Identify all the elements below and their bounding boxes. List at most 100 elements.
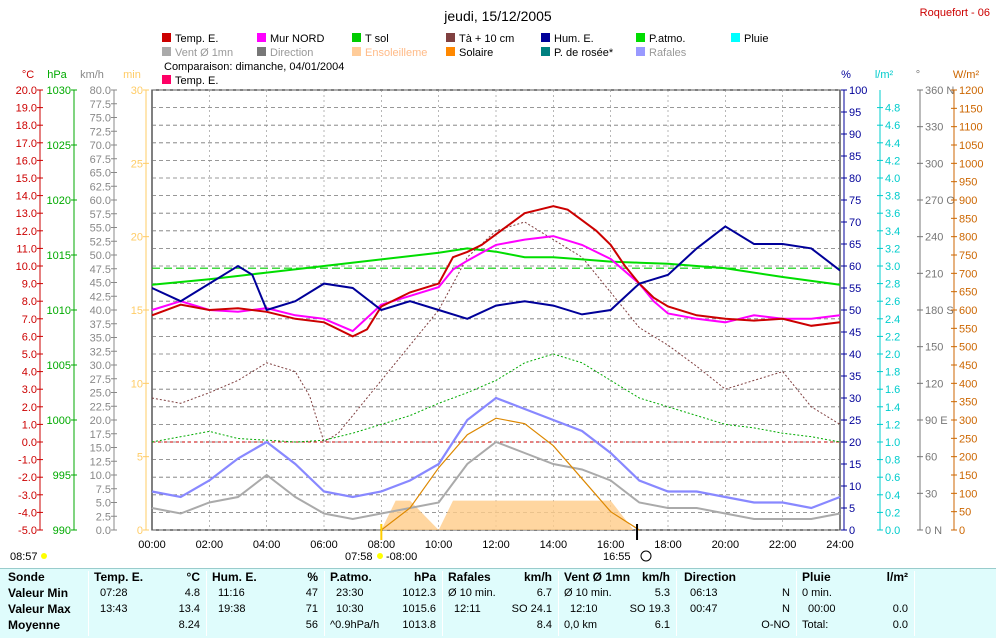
solar-axis-tick-label: 750: [959, 250, 977, 262]
legend-swatch: [636, 47, 645, 56]
rain-max-value: 0.0: [892, 603, 908, 615]
legend-swatch: [446, 47, 455, 56]
wind-axis-tick-label: 60.0: [90, 195, 111, 207]
dir-unit: °: [916, 69, 920, 81]
comparison-text: Comparaison: dimanche, 04/01/2004: [164, 61, 344, 73]
hum-axis-tick-label: 45: [849, 327, 861, 339]
time-label: 18:00: [654, 539, 682, 551]
wind-axis-tick-label: 57.5: [90, 209, 111, 221]
rain-axis-tick-label: 0.8: [885, 455, 900, 467]
solar-axis-tick-label: 800: [959, 232, 977, 244]
wind-axis-tick-label: 27.5: [90, 374, 111, 386]
time-label: 12:00: [482, 539, 510, 551]
rain-total: 0.0: [892, 619, 908, 631]
rain-axis-tick-label: 4.6: [885, 120, 900, 132]
temp-axis-tick-label: 19.0: [16, 103, 37, 115]
legend-label: Mur NORD: [270, 33, 324, 45]
solar-axis-tick-label: 0: [959, 525, 965, 537]
solar-axis-tick-label: 550: [959, 323, 977, 335]
dir-axis-tick-label: 90 E: [925, 415, 948, 427]
time-label: 08:00: [368, 539, 396, 551]
chart-title: jeudi, 15/12/2005: [443, 8, 552, 24]
hum-axis-tick-label: 65: [849, 239, 861, 251]
hum-unit: %: [841, 69, 851, 81]
press-axis-tick-label: 1025: [47, 140, 71, 152]
col-wind: Vent Ø 1mn km/h Ø 10 min. 5.3 12:10 SO 1…: [564, 569, 674, 638]
press-axis-tick-label: 1000: [47, 415, 71, 427]
legend-label: Tà + 10 cm: [459, 33, 514, 45]
rain-axis-tick-label: 2.2: [885, 331, 900, 343]
wind-distance: 0,0 km: [564, 619, 598, 631]
legend-swatch: [257, 33, 266, 42]
sunset-time: 16:55: [603, 551, 631, 563]
wind-axis-tick-label: 12.5: [90, 456, 111, 468]
legend-label: P.atmo.: [649, 33, 686, 45]
legend-label: Pluie: [744, 33, 768, 45]
hum-axis-tick-label: 35: [849, 371, 861, 383]
wind-axis-tick-label: 2.5: [96, 511, 111, 523]
hum-axis-tick-label: 90: [849, 129, 861, 141]
press-max-time: 10:30: [336, 603, 364, 615]
press-unit: hPa: [47, 69, 67, 81]
rain-total-label: Total:: [802, 619, 829, 631]
wind-axis-tick-label: 10.0: [90, 470, 111, 482]
rain-axis-tick-label: 1.2: [885, 419, 900, 431]
solar-axis-tick-label: 850: [959, 213, 977, 225]
rain-axis-tick-label: 1.4: [885, 402, 900, 414]
hum-axis-tick-label: 40: [849, 349, 861, 361]
temp-axis-tick-label: -3.0: [18, 490, 37, 502]
solar-axis-tick-label: 950: [959, 177, 977, 189]
wind-axis-tick-label: 5.0: [96, 498, 111, 510]
wind-max-value: SO 19.3: [629, 603, 670, 615]
hum-axis-tick-label: 70: [849, 217, 861, 229]
temp-axis-tick-label: 2.0: [22, 402, 37, 414]
wind-line: [151, 440, 841, 521]
wind-axis-tick-label: 62.5: [90, 181, 111, 193]
rain-axis-tick-label: 3.2: [885, 243, 900, 255]
dir-axis-tick-label: 180 S: [925, 305, 954, 317]
legend-swatch: [352, 47, 361, 56]
time-label: 14:00: [540, 539, 568, 551]
temp-unit: °C: [22, 69, 34, 81]
legend-label: T sol: [365, 33, 389, 45]
soil-temp-line: [151, 353, 841, 443]
rain-axis-tick-label: 4.0: [885, 173, 900, 185]
wind-axis-tick-label: 25.0: [90, 388, 111, 400]
hum-avg: 56: [305, 619, 318, 631]
temp-axis-tick-label: -5.0: [18, 525, 37, 537]
press-max-value: 1015.6: [402, 603, 436, 615]
wind-avg: 6.1: [654, 619, 670, 631]
hum-axis-tick-label: 0: [849, 525, 855, 537]
hum-axis-tick-label: 85: [849, 151, 861, 163]
wind-axis-tick-label: 72.5: [90, 126, 111, 138]
rain-axis-tick-label: 3.4: [885, 226, 900, 238]
hum-axis-tick-label: 10: [849, 481, 861, 493]
legend-swatch: [162, 47, 171, 56]
wind-axis-tick-label: 0.0: [96, 525, 111, 537]
solar-axis-tick-label: 1050: [959, 140, 983, 152]
legend-label: Hum. E.: [554, 33, 594, 45]
rain-axis-tick-label: 1.6: [885, 384, 900, 396]
rain-axis-tick-label: 0.0: [885, 525, 900, 537]
temp-axis-tick-label: 3.0: [22, 384, 37, 396]
temp-axis-tick-label: 4.0: [22, 367, 37, 379]
moon-icon: [640, 550, 652, 562]
row-label-sonde: Sonde: [8, 570, 45, 584]
dir-head: Direction: [684, 570, 737, 584]
press-avg: 1013.8: [402, 619, 436, 631]
temp-axis-tick-label: 10.0: [16, 261, 37, 273]
wind-axis-tick-label: 80.0: [90, 85, 111, 97]
press-axis-tick-label: 1030: [47, 85, 71, 97]
dir-axis-tick-label: 60: [925, 452, 937, 464]
temp-axis-tick-label: -2.0: [18, 472, 37, 484]
wind-head: Vent Ø 1mn: [564, 570, 631, 584]
col-temp: Temp. E. °C 07:28 4.8 13:43 13.4 8.24: [94, 569, 204, 638]
gust-head: Rafales: [448, 570, 491, 584]
row-label-min: Valeur Min: [8, 586, 69, 600]
wind-axis-tick-label: 17.5: [90, 429, 111, 441]
col-hum: Hum. E. % 11:16 47 19:38 71 56: [212, 569, 322, 638]
press-axis-tick-label: 995: [53, 470, 71, 482]
row-labels: Sonde Valeur Min Valeur Max Moyenne: [8, 569, 88, 638]
legend-swatch: [636, 33, 645, 42]
hum-axis-tick-label: 80: [849, 173, 861, 185]
